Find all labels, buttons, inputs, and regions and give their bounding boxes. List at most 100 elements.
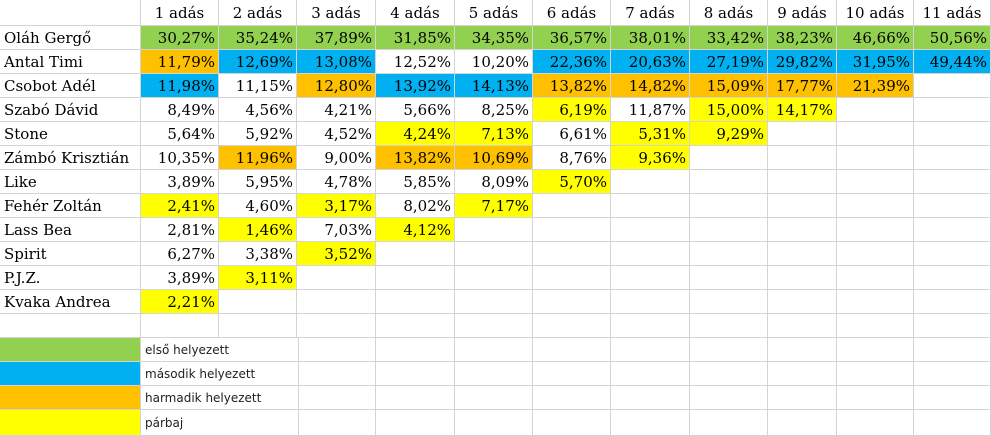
empty-cell[interactable]	[837, 362, 914, 386]
percentage-cell[interactable]: 36,57%	[533, 26, 611, 50]
empty-cell[interactable]	[219, 314, 297, 338]
empty-cell[interactable]	[690, 410, 768, 436]
percentage-cell[interactable]: 10,35%	[141, 146, 219, 170]
empty-cell[interactable]	[690, 362, 768, 386]
empty-cell[interactable]	[611, 386, 690, 410]
empty-cell[interactable]	[611, 362, 690, 386]
empty-cell[interactable]	[914, 386, 991, 410]
contestant-name[interactable]: Like	[0, 170, 141, 194]
percentage-cell[interactable]: 34,35%	[455, 26, 533, 50]
percentage-cell[interactable]	[690, 194, 768, 218]
percentage-cell[interactable]: 3,11%	[219, 266, 297, 290]
percentage-cell[interactable]: 2,81%	[141, 218, 219, 242]
percentage-cell[interactable]: 31,85%	[376, 26, 455, 50]
legend-label[interactable]: harmadik helyezett	[141, 386, 299, 410]
percentage-cell[interactable]: 12,52%	[376, 50, 455, 74]
percentage-cell[interactable]: 22,36%	[533, 50, 611, 74]
percentage-cell[interactable]	[837, 242, 914, 266]
contestant-name[interactable]: Zámbó Krisztián	[0, 146, 141, 170]
percentage-cell[interactable]: 12,80%	[297, 74, 376, 98]
percentage-cell[interactable]	[837, 194, 914, 218]
empty-cell[interactable]	[611, 338, 690, 362]
percentage-cell[interactable]: 10,69%	[455, 146, 533, 170]
percentage-cell[interactable]: 9,36%	[611, 146, 690, 170]
percentage-cell[interactable]: 8,25%	[455, 98, 533, 122]
contestant-name[interactable]: P.J.Z.	[0, 266, 141, 290]
contestant-name[interactable]: Fehér Zoltán	[0, 194, 141, 218]
legend-swatch[interactable]	[0, 386, 141, 410]
empty-cell[interactable]	[611, 410, 690, 436]
percentage-cell[interactable]: 4,52%	[297, 122, 376, 146]
percentage-cell[interactable]	[533, 218, 611, 242]
empty-cell[interactable]	[837, 410, 914, 436]
percentage-cell[interactable]	[376, 290, 455, 314]
percentage-cell[interactable]	[533, 290, 611, 314]
percentage-cell[interactable]	[297, 290, 376, 314]
percentage-cell[interactable]: 14,17%	[768, 98, 837, 122]
empty-cell[interactable]	[141, 314, 219, 338]
percentage-cell[interactable]	[768, 290, 837, 314]
percentage-cell[interactable]: 5,66%	[376, 98, 455, 122]
percentage-cell[interactable]: 7,03%	[297, 218, 376, 242]
percentage-cell[interactable]	[914, 146, 991, 170]
legend-swatch[interactable]	[0, 410, 141, 436]
empty-cell[interactable]	[533, 362, 611, 386]
percentage-cell[interactable]	[837, 146, 914, 170]
percentage-cell[interactable]	[690, 242, 768, 266]
percentage-cell[interactable]	[533, 194, 611, 218]
percentage-cell[interactable]: 2,21%	[141, 290, 219, 314]
empty-cell[interactable]	[768, 362, 837, 386]
empty-cell[interactable]	[768, 386, 837, 410]
percentage-cell[interactable]: 5,31%	[611, 122, 690, 146]
percentage-cell[interactable]: 1,46%	[219, 218, 297, 242]
empty-cell[interactable]	[690, 314, 768, 338]
empty-cell[interactable]	[837, 338, 914, 362]
percentage-cell[interactable]: 27,19%	[690, 50, 768, 74]
percentage-cell[interactable]	[768, 242, 837, 266]
percentage-cell[interactable]: 5,70%	[533, 170, 611, 194]
empty-cell[interactable]	[297, 386, 376, 410]
percentage-cell[interactable]: 50,56%	[914, 26, 991, 50]
percentage-cell[interactable]: 17,77%	[768, 74, 837, 98]
percentage-cell[interactable]	[376, 242, 455, 266]
percentage-cell[interactable]	[768, 122, 837, 146]
percentage-cell[interactable]: 9,29%	[690, 122, 768, 146]
legend-swatch[interactable]	[0, 338, 141, 362]
percentage-cell[interactable]: 4,56%	[219, 98, 297, 122]
percentage-cell[interactable]: 46,66%	[837, 26, 914, 50]
percentage-cell[interactable]: 13,82%	[376, 146, 455, 170]
percentage-cell[interactable]	[376, 266, 455, 290]
percentage-cell[interactable]	[914, 74, 991, 98]
contestant-name[interactable]: Antal Timi	[0, 50, 141, 74]
contestant-name[interactable]: Spirit	[0, 242, 141, 266]
empty-cell[interactable]	[376, 314, 455, 338]
percentage-cell[interactable]: 31,95%	[837, 50, 914, 74]
empty-cell[interactable]	[914, 314, 991, 338]
empty-cell[interactable]	[690, 386, 768, 410]
column-header[interactable]: 5 adás	[455, 0, 533, 26]
empty-cell[interactable]	[455, 362, 533, 386]
percentage-cell[interactable]: 7,13%	[455, 122, 533, 146]
percentage-cell[interactable]: 3,17%	[297, 194, 376, 218]
column-header[interactable]: 3 adás	[297, 0, 376, 26]
column-header[interactable]: 7 adás	[611, 0, 690, 26]
percentage-cell[interactable]: 8,49%	[141, 98, 219, 122]
column-header[interactable]: 8 adás	[690, 0, 768, 26]
percentage-cell[interactable]	[837, 170, 914, 194]
contestant-name[interactable]: Oláh Gergő	[0, 26, 141, 50]
percentage-cell[interactable]: 6,61%	[533, 122, 611, 146]
empty-cell[interactable]	[837, 386, 914, 410]
percentage-cell[interactable]	[914, 218, 991, 242]
percentage-cell[interactable]: 2,41%	[141, 194, 219, 218]
percentage-cell[interactable]: 4,12%	[376, 218, 455, 242]
percentage-cell[interactable]: 11,96%	[219, 146, 297, 170]
percentage-cell[interactable]: 38,23%	[768, 26, 837, 50]
percentage-cell[interactable]: 14,13%	[455, 74, 533, 98]
percentage-cell[interactable]	[914, 194, 991, 218]
percentage-cell[interactable]	[690, 170, 768, 194]
percentage-cell[interactable]: 11,87%	[611, 98, 690, 122]
percentage-cell[interactable]: 5,95%	[219, 170, 297, 194]
percentage-cell[interactable]: 11,79%	[141, 50, 219, 74]
percentage-cell[interactable]: 10,20%	[455, 50, 533, 74]
legend-label[interactable]: második helyezett	[141, 362, 299, 386]
